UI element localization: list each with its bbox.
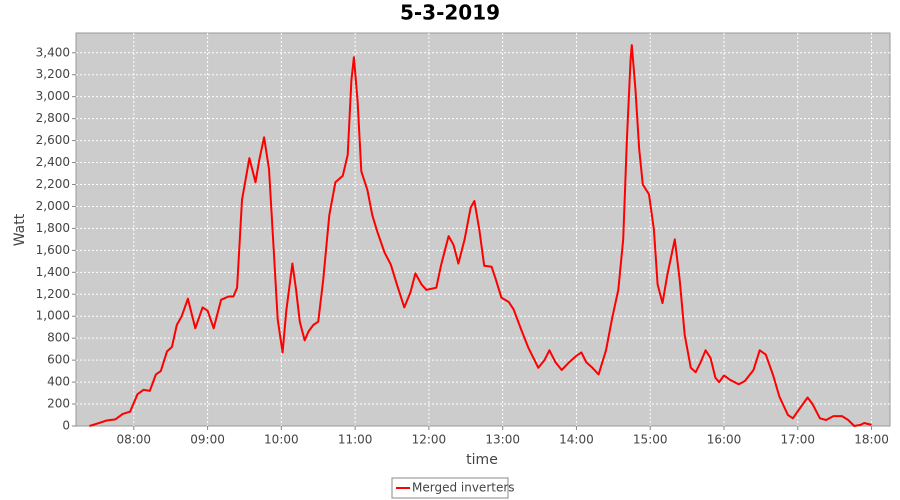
chart-title: 5-3-2019 [400,1,500,25]
y-tick-label: 1,000 [36,309,70,323]
y-tick-label: 2,000 [36,199,70,213]
y-tick-label: 2,600 [36,133,70,147]
x-axis-label: time [466,452,498,468]
plot-area [75,32,891,427]
x-tick-label: 16:00 [707,433,742,447]
x-tick-label: 17:00 [780,433,815,447]
y-tick-label: 3,000 [36,89,70,103]
x-tick-label: 14:00 [559,433,594,447]
x-tick-label: 12:00 [412,433,447,447]
y-tick-label: 2,400 [36,155,70,169]
y-tick-label: 3,200 [36,67,70,81]
line-series [89,44,872,427]
x-tick-label: 08:00 [116,433,151,447]
y-tick-label: 400 [47,375,70,389]
y-tick-label: 1,400 [36,265,70,279]
x-tick-label: 13:00 [485,433,520,447]
y-tick-label: 800 [47,331,70,345]
legend-label: Merged inverters [412,481,515,495]
x-tick-label: 10:00 [264,433,299,447]
x-tick-label: 15:00 [633,433,668,447]
y-tick-label: 2,800 [36,111,70,125]
y-axis-label: Watt [12,213,28,246]
x-tick-label: 09:00 [190,433,225,447]
x-tick-label: 18:00 [854,433,889,447]
y-tick-label: 1,200 [36,287,70,301]
legend [391,477,509,499]
y-tick-label: 200 [47,397,70,411]
y-tick-label: 0 [62,419,70,433]
y-tick-label: 600 [47,353,70,367]
y-tick-label: 2,200 [36,177,70,191]
x-tick-label: 11:00 [338,433,373,447]
y-tick-label: 3,400 [36,45,70,59]
y-tick-label: 1,800 [36,221,70,235]
y-tick-label: 1,600 [36,243,70,257]
